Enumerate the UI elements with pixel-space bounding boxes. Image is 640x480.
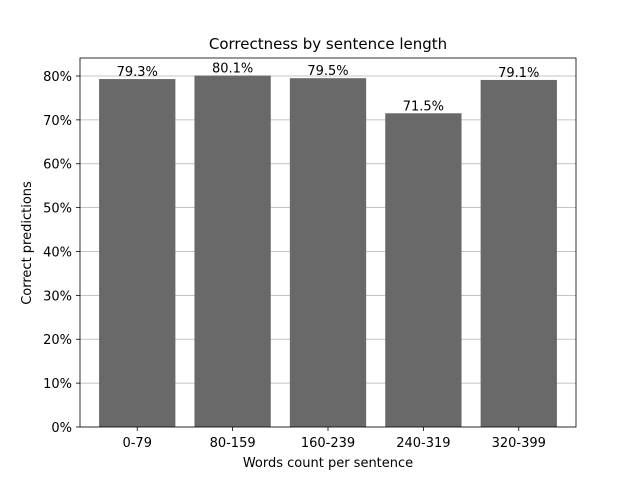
y-tick-label: 40%	[43, 245, 72, 260]
bar-value-label: 80.1%	[212, 62, 253, 77]
x-tick-label: 320-399	[492, 436, 546, 451]
bars	[99, 75, 557, 428]
y-tick-label: 70%	[43, 114, 72, 129]
x-tick-label: 80-159	[210, 436, 256, 451]
bar-value-label: 79.1%	[498, 66, 539, 81]
bar-160-239	[289, 78, 367, 428]
x-tick-label: 240-319	[396, 436, 450, 451]
y-tick-label: 80%	[43, 70, 72, 85]
bar-value-labels: 79.3% 80.1% 79.5% 71.5% 79.1%	[117, 62, 540, 115]
bar-value-label: 79.3%	[117, 65, 158, 80]
y-tick-label: 20%	[43, 333, 72, 348]
x-tick-label: 0-79	[122, 436, 152, 451]
bar-320-399	[480, 79, 557, 427]
y-tick-label: 0%	[51, 421, 72, 436]
y-tick-label: 10%	[43, 377, 72, 392]
bar-0-79	[99, 79, 176, 427]
chart-title: Correctness by sentence length	[209, 35, 447, 53]
x-axis-label: Words count per sentence	[243, 456, 413, 471]
y-tick-label: 60%	[43, 158, 72, 173]
y-tick-label: 30%	[43, 289, 72, 304]
y-tick-labels: 0% 10% 20% 30% 40% 50% 60% 70% 80%	[43, 70, 72, 436]
bar-value-label: 79.5%	[307, 64, 348, 79]
bar-240-319	[385, 113, 462, 428]
x-tick-labels: 0-79 80-159 160-239 240-319 320-399	[122, 436, 545, 451]
axes	[76, 57, 577, 431]
x-tick-label: 160-239	[301, 436, 355, 451]
bar-value-label: 71.5%	[403, 99, 444, 114]
y-tick-label: 50%	[43, 202, 72, 217]
y-axis-label: Correct predictions	[20, 181, 35, 305]
bar-80-159	[194, 75, 271, 427]
